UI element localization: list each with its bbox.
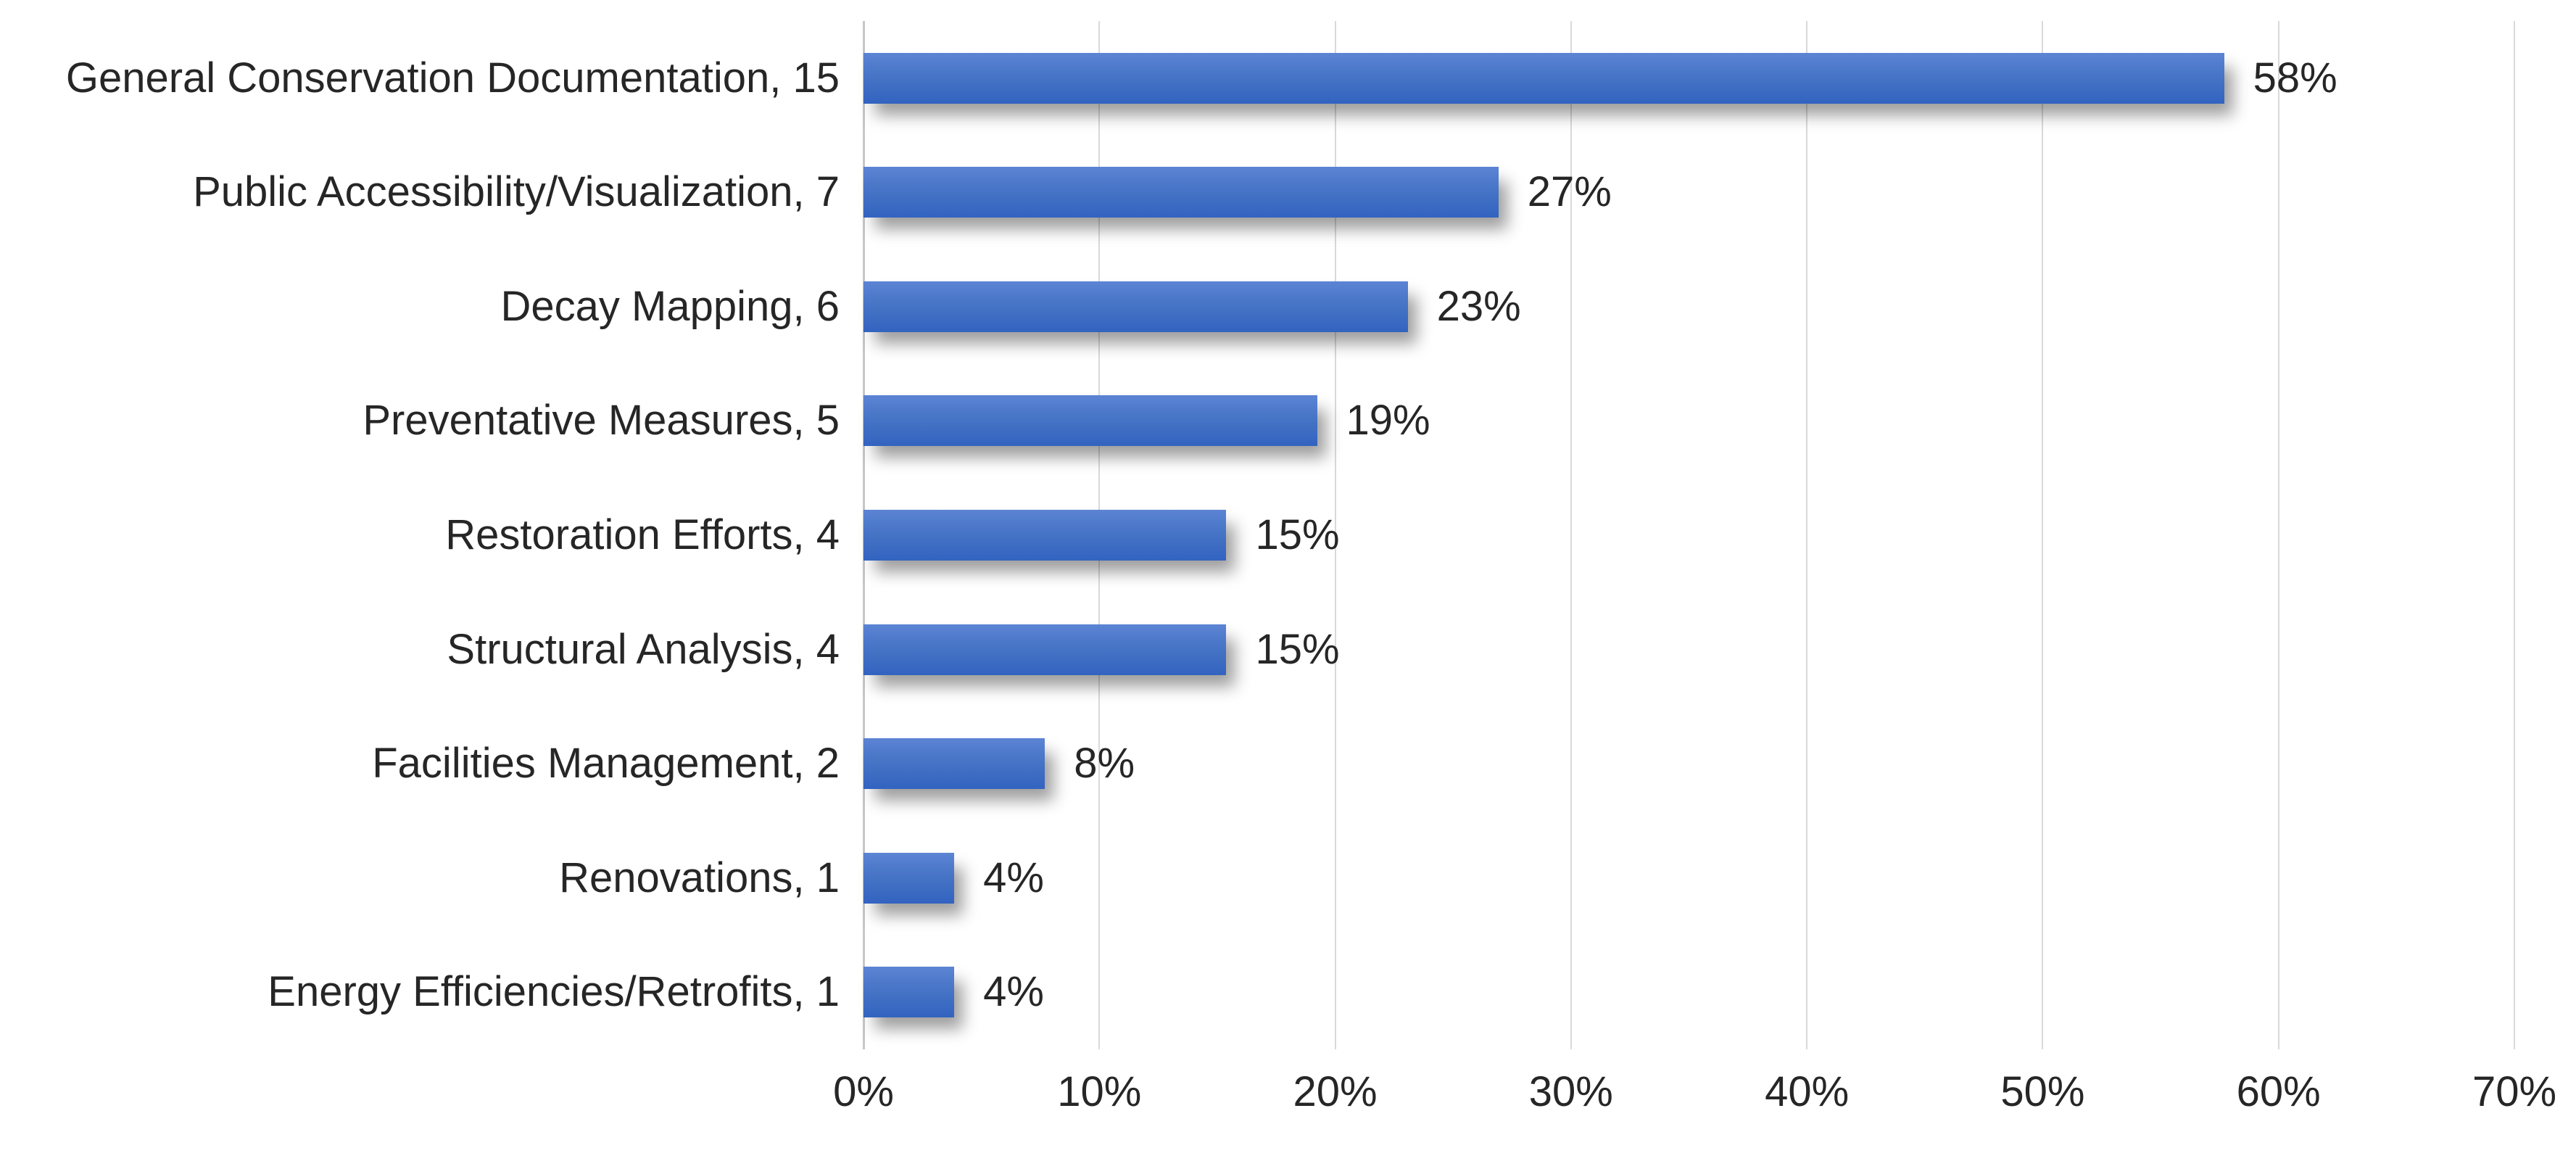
x-tick-label: 60%: [2236, 1068, 2321, 1115]
category-label: Public Accessibility/Visualization, 7: [193, 168, 840, 216]
value-label: 19%: [1346, 397, 1430, 445]
category-label: Decay Mapping, 6: [500, 282, 840, 330]
category-label: Preventative Measures, 5: [363, 397, 840, 445]
category-label: Structural Analysis, 4: [447, 625, 840, 673]
category-label: Restoration Efforts, 4: [445, 511, 840, 558]
gridline: [1334, 21, 1336, 1049]
bar: [864, 738, 1045, 790]
bar: [864, 281, 1408, 332]
bar: [864, 510, 1227, 561]
x-tick-label: 20%: [1293, 1068, 1378, 1115]
bar: [864, 624, 1227, 675]
x-tick-label: 0%: [833, 1068, 894, 1115]
bar: [864, 395, 1317, 447]
value-label: 27%: [1527, 168, 1612, 216]
bar: [864, 167, 1499, 218]
bar: [864, 967, 955, 1018]
category-label: Facilities Management, 2: [372, 740, 840, 788]
x-tick-label: 70%: [2472, 1068, 2557, 1115]
value-label: 58%: [2253, 54, 2337, 102]
category-label: Renovations, 1: [559, 854, 840, 901]
category-label: General Conservation Documentation, 15: [65, 54, 840, 102]
value-label: 23%: [1436, 282, 1521, 330]
value-label: 15%: [1255, 511, 1340, 558]
value-label: 15%: [1255, 625, 1340, 673]
value-label: 4%: [983, 968, 1044, 1016]
gridline: [2514, 21, 2515, 1049]
gridline: [2042, 21, 2044, 1049]
x-tick-label: 40%: [1765, 1068, 1850, 1115]
gridline: [2277, 21, 2279, 1049]
x-tick-label: 10%: [1057, 1068, 1142, 1115]
category-label: Energy Efficiencies/Retrofits, 1: [268, 968, 840, 1016]
x-tick-label: 50%: [2000, 1068, 2085, 1115]
bar: [864, 52, 2224, 104]
bar: [864, 852, 955, 904]
gridline: [1806, 21, 1808, 1049]
gridline: [1570, 21, 1572, 1049]
x-tick-label: 30%: [1528, 1068, 1613, 1115]
value-label: 8%: [1074, 740, 1135, 788]
value-label: 4%: [983, 854, 1044, 901]
